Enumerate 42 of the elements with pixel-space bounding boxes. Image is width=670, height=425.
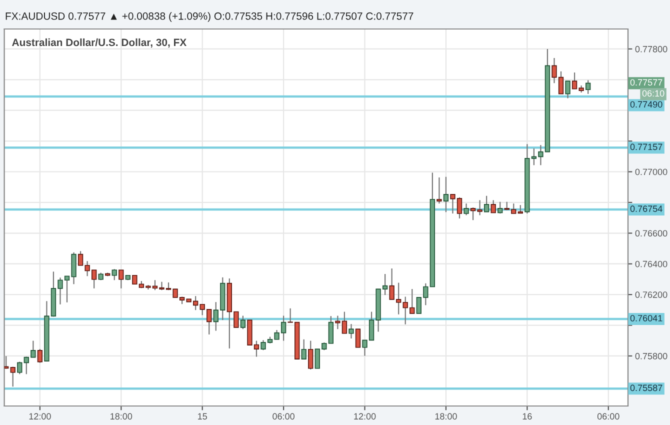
candlestick bbox=[301, 338, 306, 360]
x-tick-label: 18:00 bbox=[110, 413, 132, 420]
candlestick bbox=[118, 269, 124, 289]
x-tick-label: 15 bbox=[198, 413, 207, 420]
candlestick bbox=[112, 268, 117, 281]
x-tick-label: 06:00 bbox=[597, 413, 620, 420]
candlestick bbox=[17, 361, 22, 375]
candlestick bbox=[308, 340, 314, 370]
candlestick bbox=[348, 323, 354, 340]
candlestick bbox=[436, 176, 442, 204]
candlestick bbox=[565, 80, 570, 99]
candlestick bbox=[585, 80, 591, 94]
ref-line-label: 0.77157 bbox=[630, 144, 662, 150]
y-tick-label: 0.77800 bbox=[635, 46, 668, 52]
text: 06:10 bbox=[642, 90, 664, 97]
candlestick bbox=[464, 202, 469, 216]
text: Australian Dollar/U.S. Dollar, 30, FX bbox=[12, 38, 187, 48]
candlestick bbox=[490, 200, 496, 214]
ref-line-label: 0.76041 bbox=[630, 314, 662, 322]
y-tick-label: 0.76600 bbox=[635, 230, 668, 237]
x-tick-label: 18:00 bbox=[435, 413, 457, 420]
x-tick-label: 06:00 bbox=[272, 413, 294, 420]
candlestick bbox=[10, 366, 16, 388]
x-tick-label: 16 bbox=[522, 413, 532, 420]
chart-subtitle: FX:AUDUSD 0.77577 ▲ +0.00838 (+1.09%) O:0.77535 H:0.77596 L:0.77507 C:0.77577 bbox=[6, 12, 414, 22]
x-tick-label: 12:00 bbox=[354, 413, 376, 420]
y-tick-label: 0.77000 bbox=[635, 168, 668, 176]
candlestick bbox=[328, 315, 334, 344]
candlestick bbox=[355, 328, 361, 348]
ref-line-label: 0.77490 bbox=[630, 101, 662, 108]
text: 0.77577 bbox=[630, 79, 662, 86]
y-tick-label: 0.76200 bbox=[635, 292, 668, 298]
candlestick bbox=[498, 201, 503, 214]
y-tick-label: 0.76400 bbox=[635, 260, 668, 268]
candlestick bbox=[37, 348, 43, 364]
candlestick bbox=[443, 176, 449, 213]
y-tick-label: 0.75800 bbox=[635, 352, 668, 360]
candlestick bbox=[484, 195, 490, 212]
ref-line-label: 0.75587 bbox=[630, 384, 662, 392]
ref-line-label: 0.76754 bbox=[630, 206, 662, 212]
candlestick bbox=[240, 315, 246, 330]
x-tick-label: 12:00 bbox=[29, 413, 51, 420]
